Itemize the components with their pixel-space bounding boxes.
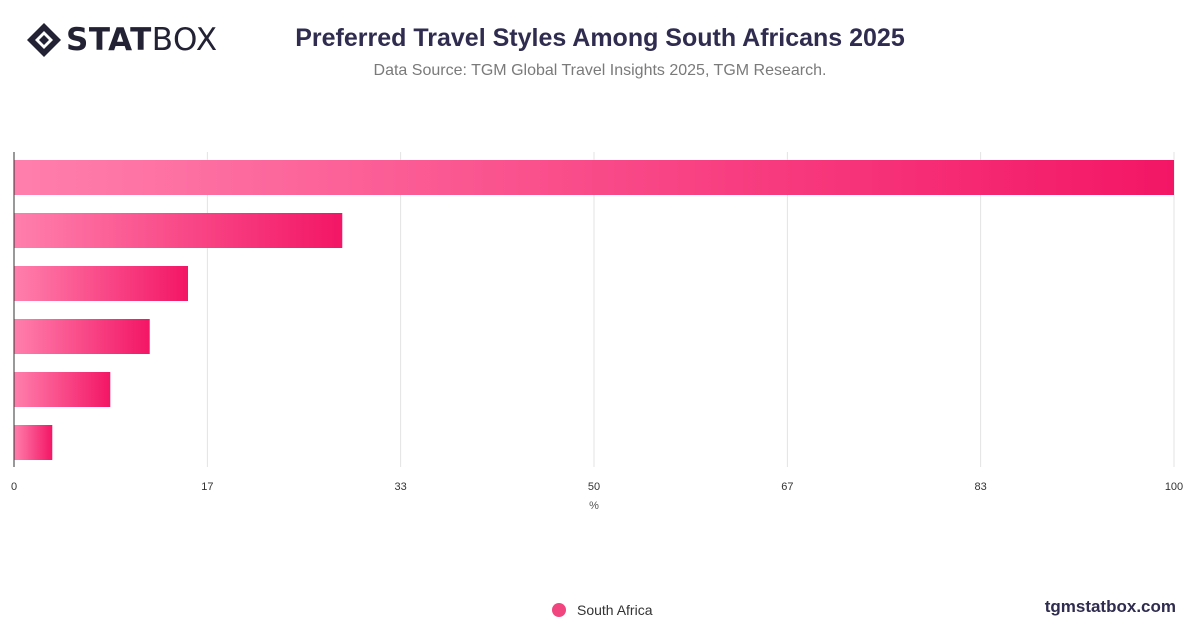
website-footer: tgmstatbox.com [1044, 597, 1176, 616]
logo-text-box: BOX [151, 22, 218, 58]
statbox-logo: STATBOX [26, 22, 218, 58]
bar[interactable] [14, 266, 188, 301]
legend-label: South Africa [577, 602, 653, 618]
statbox-diamond-icon [27, 23, 61, 57]
chart-subtitle: Data Source: TGM Global Travel Insights … [373, 62, 827, 79]
x-tick-label: 0 [11, 481, 17, 493]
x-tick-label: 50 [588, 481, 600, 493]
chart-title: Preferred Travel Styles Among South Afri… [295, 24, 905, 52]
bar[interactable] [14, 319, 150, 354]
x-tick-label: 33 [395, 481, 407, 493]
x-axis-label: % [589, 500, 599, 512]
legend-swatch [552, 603, 566, 617]
chart-legend[interactable]: South Africa [552, 602, 653, 618]
grid-lines [206, 152, 1175, 467]
bars [14, 160, 1174, 460]
bar[interactable] [14, 160, 1174, 195]
x-tick-label: 67 [781, 481, 793, 493]
axis: 0 17 33 50 67 83 100% [11, 152, 1183, 512]
bar[interactable] [14, 372, 111, 407]
logo-text-stat: STAT [66, 22, 152, 58]
bar[interactable] [14, 213, 343, 248]
x-tick-label: 100 [1165, 481, 1183, 493]
x-tick-label: 83 [975, 481, 987, 493]
x-tick-label: 17 [201, 481, 213, 493]
logo-wordmark: STATBOX [66, 22, 218, 58]
bar[interactable] [14, 425, 53, 460]
